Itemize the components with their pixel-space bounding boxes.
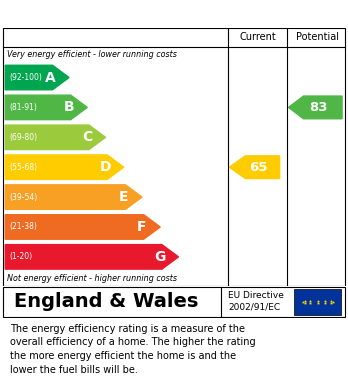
Text: 65: 65	[249, 161, 267, 174]
Text: A: A	[45, 70, 56, 84]
Text: C: C	[82, 130, 92, 144]
Text: Current: Current	[239, 32, 276, 42]
Text: (92-100): (92-100)	[9, 73, 42, 82]
Polygon shape	[5, 65, 69, 90]
Bar	[294, 289, 341, 316]
Text: Not energy efficient - higher running costs: Not energy efficient - higher running co…	[7, 274, 177, 283]
Text: The energy efficiency rating is a measure of the
overall efficiency of a home. T: The energy efficiency rating is a measur…	[10, 324, 256, 375]
Polygon shape	[5, 125, 105, 149]
Polygon shape	[5, 95, 87, 120]
Text: (39-54): (39-54)	[9, 193, 38, 202]
Polygon shape	[288, 96, 342, 119]
Text: (55-68): (55-68)	[9, 163, 38, 172]
Text: E: E	[119, 190, 128, 204]
Text: England & Wales: England & Wales	[14, 292, 198, 311]
Text: Energy Efficiency Rating: Energy Efficiency Rating	[10, 7, 232, 22]
Polygon shape	[5, 155, 124, 179]
Polygon shape	[5, 215, 160, 239]
Text: (69-80): (69-80)	[9, 133, 38, 142]
Text: D: D	[100, 160, 111, 174]
Polygon shape	[229, 156, 280, 179]
Text: EU Directive
2002/91/EC: EU Directive 2002/91/EC	[228, 291, 284, 311]
Text: (1-20): (1-20)	[9, 252, 32, 261]
Polygon shape	[5, 245, 179, 269]
Text: (21-38): (21-38)	[9, 222, 37, 231]
Text: G: G	[155, 250, 166, 264]
Text: Potential: Potential	[296, 32, 339, 42]
Text: 83: 83	[309, 101, 328, 114]
Text: B: B	[64, 100, 74, 115]
Text: (81-91): (81-91)	[9, 103, 37, 112]
Text: F: F	[137, 220, 147, 234]
Polygon shape	[5, 185, 142, 209]
Text: Very energy efficient - lower running costs: Very energy efficient - lower running co…	[7, 50, 177, 59]
